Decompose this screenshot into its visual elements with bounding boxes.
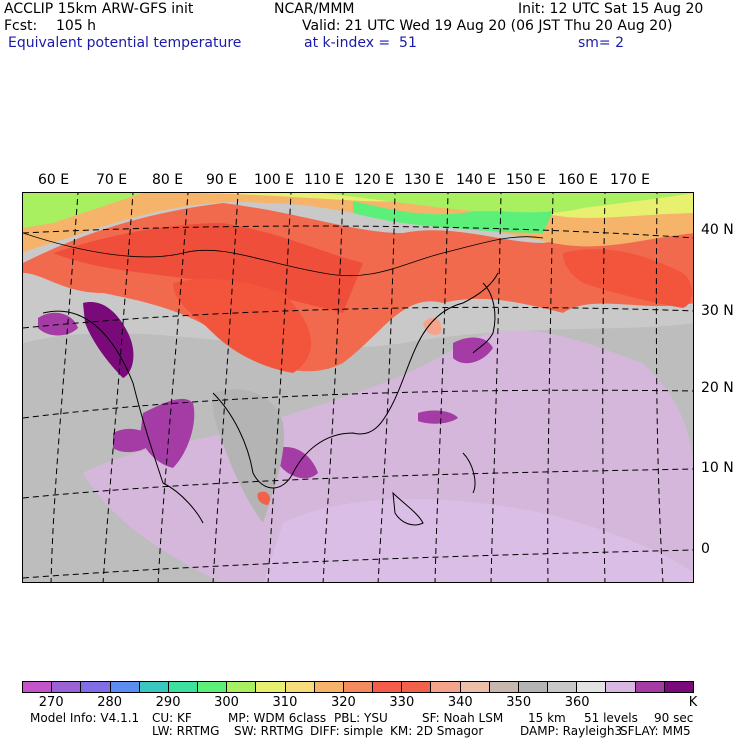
colorbar-swatch	[518, 682, 549, 692]
footer-item: 15 km	[528, 711, 566, 725]
longitude-label: 100 E	[254, 172, 295, 188]
colorbar-tick-label: 270	[38, 695, 64, 710]
footer-item: SFLAY: MM5	[620, 724, 691, 738]
colorbar-swatch	[227, 682, 257, 692]
colorbar-swatch	[402, 682, 432, 692]
latitude-label: 30 N	[701, 303, 734, 319]
longitude-label: 60 E	[38, 172, 70, 188]
latitude-label: 20 N	[701, 380, 734, 396]
colorbar-swatch	[577, 682, 607, 692]
colorbar-tick-label: 360	[564, 695, 590, 710]
footer-item: SW: RRTMG	[234, 724, 304, 738]
colorbar-tick-label: 290	[155, 695, 181, 710]
colorbar-swatch	[110, 682, 140, 692]
colorbar-swatch	[635, 682, 665, 692]
colorbar-swatch	[606, 682, 636, 692]
footer-item: DAMP: Rayleigh3	[520, 724, 623, 738]
colorbar-tick-label: 280	[97, 695, 123, 710]
longitude-label: 90 E	[206, 172, 238, 188]
colorbar-swatch	[256, 682, 286, 692]
footer-item: LW: RRTMG	[152, 724, 220, 738]
latitude-label: 0	[701, 541, 710, 557]
center-label: NCAR/MMM	[274, 1, 355, 17]
colorbar	[22, 681, 694, 693]
footer-item: PBL: YSU	[334, 711, 388, 725]
colorbar-tick-label: 340	[447, 695, 473, 710]
forecast-hour: 105 h	[56, 18, 97, 34]
longitude-label: 70 E	[96, 172, 128, 188]
longitude-label: 130 E	[404, 172, 445, 188]
latitude-label: 10 N	[701, 460, 734, 476]
longitude-label: 110 E	[304, 172, 345, 188]
colorbar-tick-label: 300	[214, 695, 239, 710]
colorbar-swatch	[489, 682, 519, 692]
footer-item: Model Info: V4.1.1	[30, 711, 140, 725]
footer-item: SF: Noah LSM	[422, 711, 504, 725]
colorbar-swatch	[431, 682, 461, 692]
longitude-label: 140 E	[456, 172, 497, 188]
colorbar-tick-label: 330	[389, 695, 415, 710]
colorbar-unit: K	[688, 695, 698, 710]
colorbar-swatch	[314, 682, 344, 692]
colorbar-swatch	[373, 682, 403, 692]
model-title: ACCLIP 15km ARW-GFS init	[4, 1, 194, 17]
footer-item: CU: KF	[152, 711, 192, 725]
longitude-label: 170 E	[610, 172, 651, 188]
longitude-label: 120 E	[354, 172, 395, 188]
colorbar-swatch	[664, 682, 693, 692]
colorbar-swatch	[548, 682, 578, 692]
footer-item: KM: 2D Smagor	[390, 724, 484, 738]
colorbar-swatch	[198, 682, 228, 692]
footer-item: MP: WDM 6class	[228, 711, 327, 725]
map-field	[23, 193, 693, 582]
field-name: Equivalent potential temperature	[8, 35, 242, 51]
colorbar-swatch	[168, 682, 199, 692]
colorbar-swatch	[23, 682, 53, 692]
valid-time: Valid: 21 UTC Wed 19 Aug 20 (06 JST Thu …	[302, 18, 673, 34]
footer-item: DIFF: simple	[310, 724, 384, 738]
colorbar-swatch	[81, 682, 111, 692]
smoothing-label: sm= 2	[578, 35, 625, 51]
longitude-label: 150 E	[506, 172, 547, 188]
latitude-label: 40 N	[701, 222, 734, 238]
footer-item: 51 levels	[584, 711, 638, 725]
colorbar-swatch	[285, 682, 315, 692]
footer-item: 90 sec	[654, 711, 694, 725]
colorbar-swatch	[139, 682, 169, 692]
level-label: at k-index = 51	[304, 35, 417, 51]
longitude-label: 160 E	[558, 172, 599, 188]
colorbar-tick-label: 320	[330, 695, 356, 710]
colorbar-tick-label: 350	[506, 695, 532, 710]
colorbar-tick-label: 310	[272, 695, 298, 710]
colorbar-swatch	[343, 682, 374, 692]
map-panel	[22, 192, 694, 583]
colorbar-swatch	[460, 682, 490, 692]
init-time: Init: 12 UTC Sat 15 Aug 20	[518, 1, 704, 17]
colorbar-swatch	[52, 682, 82, 692]
forecast-label: Fcst:	[4, 18, 38, 34]
longitude-label: 80 E	[152, 172, 184, 188]
